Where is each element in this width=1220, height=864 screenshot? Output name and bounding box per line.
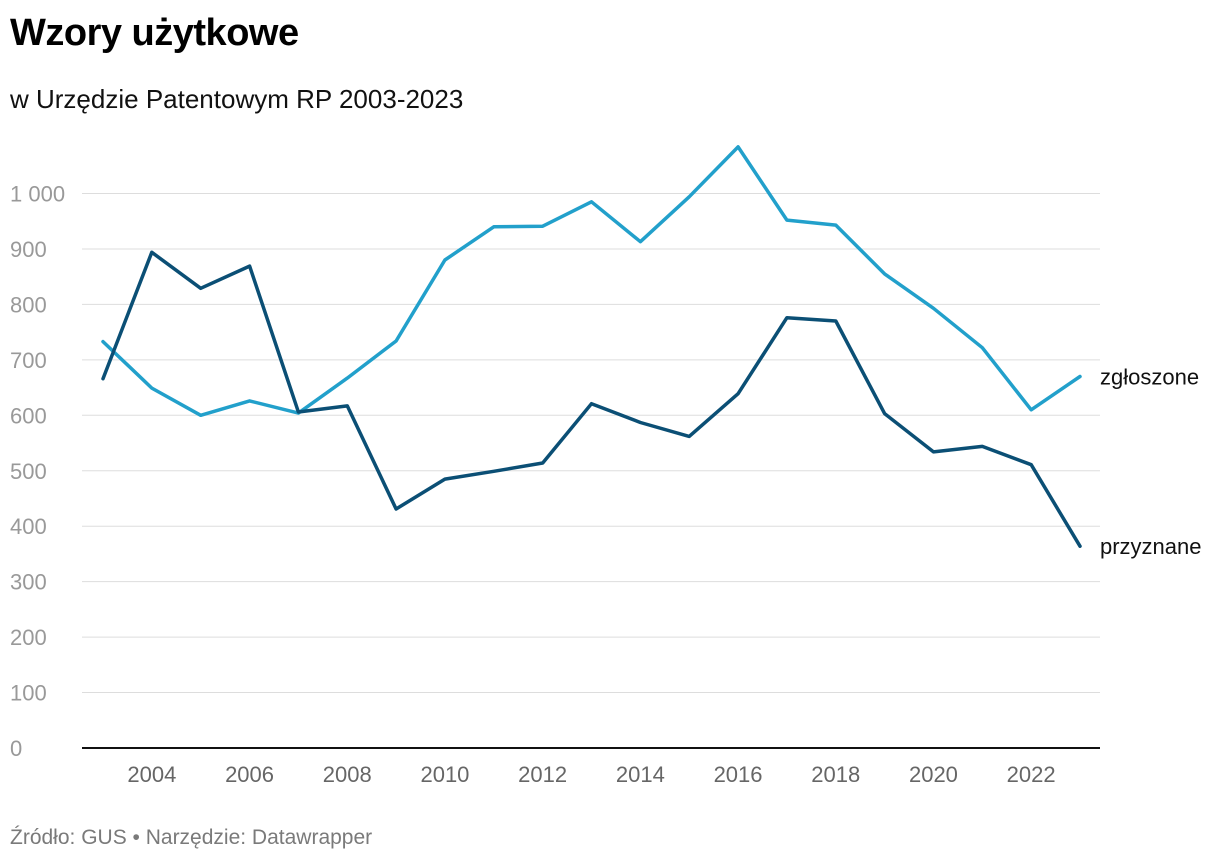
x-tick-label: 2008: [323, 762, 372, 787]
series-lines: [101, 145, 1082, 548]
y-tick-label: 400: [10, 514, 47, 539]
source-note: Źródło: GUS • Narzędzie: Datawrapper: [10, 826, 373, 849]
x-tick-label: 2022: [1007, 762, 1056, 787]
y-tick-label: 0: [10, 736, 22, 761]
x-tick-label: 2020: [909, 762, 958, 787]
series-line-przyznane: [101, 250, 1082, 548]
x-tick-label: 2016: [714, 762, 763, 787]
y-tick-label: 300: [10, 570, 47, 595]
y-tick-label: 1 000: [10, 182, 65, 207]
y-tick-label: 200: [10, 625, 47, 650]
x-tick-label: 2014: [616, 762, 665, 787]
chart-subtitle: w Urzędzie Patentowym RP 2003-2023: [10, 84, 464, 114]
y-tick-label: 900: [10, 237, 47, 262]
x-tick-label: 2010: [420, 762, 469, 787]
y-tick-label: 500: [10, 459, 47, 484]
x-tick-label: 2006: [225, 762, 274, 787]
series-line-zgloszone: [101, 145, 1082, 418]
y-axis: 0 100 200 300 400 500 600 700 800 900 1 000: [10, 182, 65, 762]
series-labels: zgłoszone przyznane: [1100, 364, 1202, 559]
gridlines: [82, 193, 1100, 749]
chart-title: Wzory użytkowe: [10, 12, 299, 54]
y-tick-label: 600: [10, 403, 47, 428]
x-axis: 2004 2006 2008 2010 2012 2014 2016 2018 2020 2022: [127, 762, 1055, 787]
x-tick-label: 2018: [811, 762, 860, 787]
x-tick-label: 2004: [127, 762, 176, 787]
x-tick-label: 2012: [518, 762, 567, 787]
y-tick-label: 800: [10, 292, 47, 317]
y-tick-label: 100: [10, 681, 47, 706]
series-label-przyznane: przyznane: [1100, 534, 1202, 559]
series-label-zgloszone: zgłoszone: [1100, 364, 1199, 389]
y-tick-label: 700: [10, 348, 47, 373]
